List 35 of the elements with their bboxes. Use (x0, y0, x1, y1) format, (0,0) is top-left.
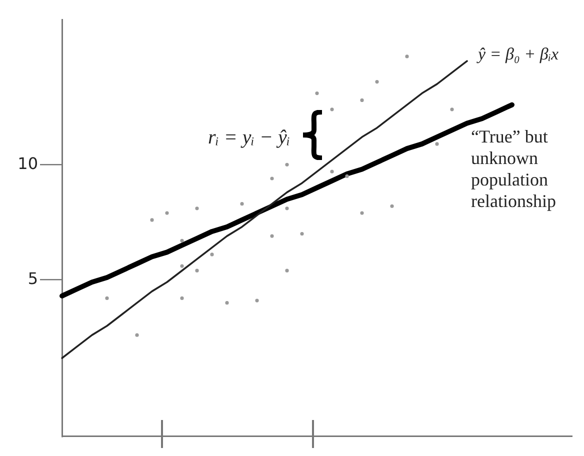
point (180, 264, 184, 268)
point (450, 108, 454, 112)
point (330, 170, 334, 174)
point (285, 206, 289, 210)
point (180, 296, 184, 300)
annotation: rᵢ = yᵢ − ŷᵢ (208, 126, 290, 148)
point (180, 238, 184, 242)
point (390, 204, 394, 208)
point (195, 268, 199, 272)
point (270, 176, 274, 180)
point (345, 174, 349, 178)
point (270, 234, 274, 238)
point (360, 98, 364, 102)
y-tick-label: 5 (28, 268, 38, 288)
point (375, 80, 379, 84)
point (225, 301, 229, 305)
point (255, 298, 259, 302)
point (360, 211, 364, 215)
annotation: ŷ = β₀ + βᵢx (476, 44, 560, 64)
point (105, 296, 109, 300)
y-tick-label: 10 (18, 154, 38, 173)
point (330, 108, 334, 112)
point (135, 333, 139, 337)
point (405, 54, 409, 58)
point (285, 268, 289, 272)
point (210, 252, 214, 256)
point (195, 206, 199, 210)
point (435, 142, 439, 146)
point (150, 218, 154, 222)
point (315, 91, 319, 96)
point (300, 232, 304, 236)
point (165, 211, 169, 215)
point (285, 162, 289, 166)
point (240, 202, 244, 206)
annotation: “True” but unknown population relationship (471, 126, 556, 212)
